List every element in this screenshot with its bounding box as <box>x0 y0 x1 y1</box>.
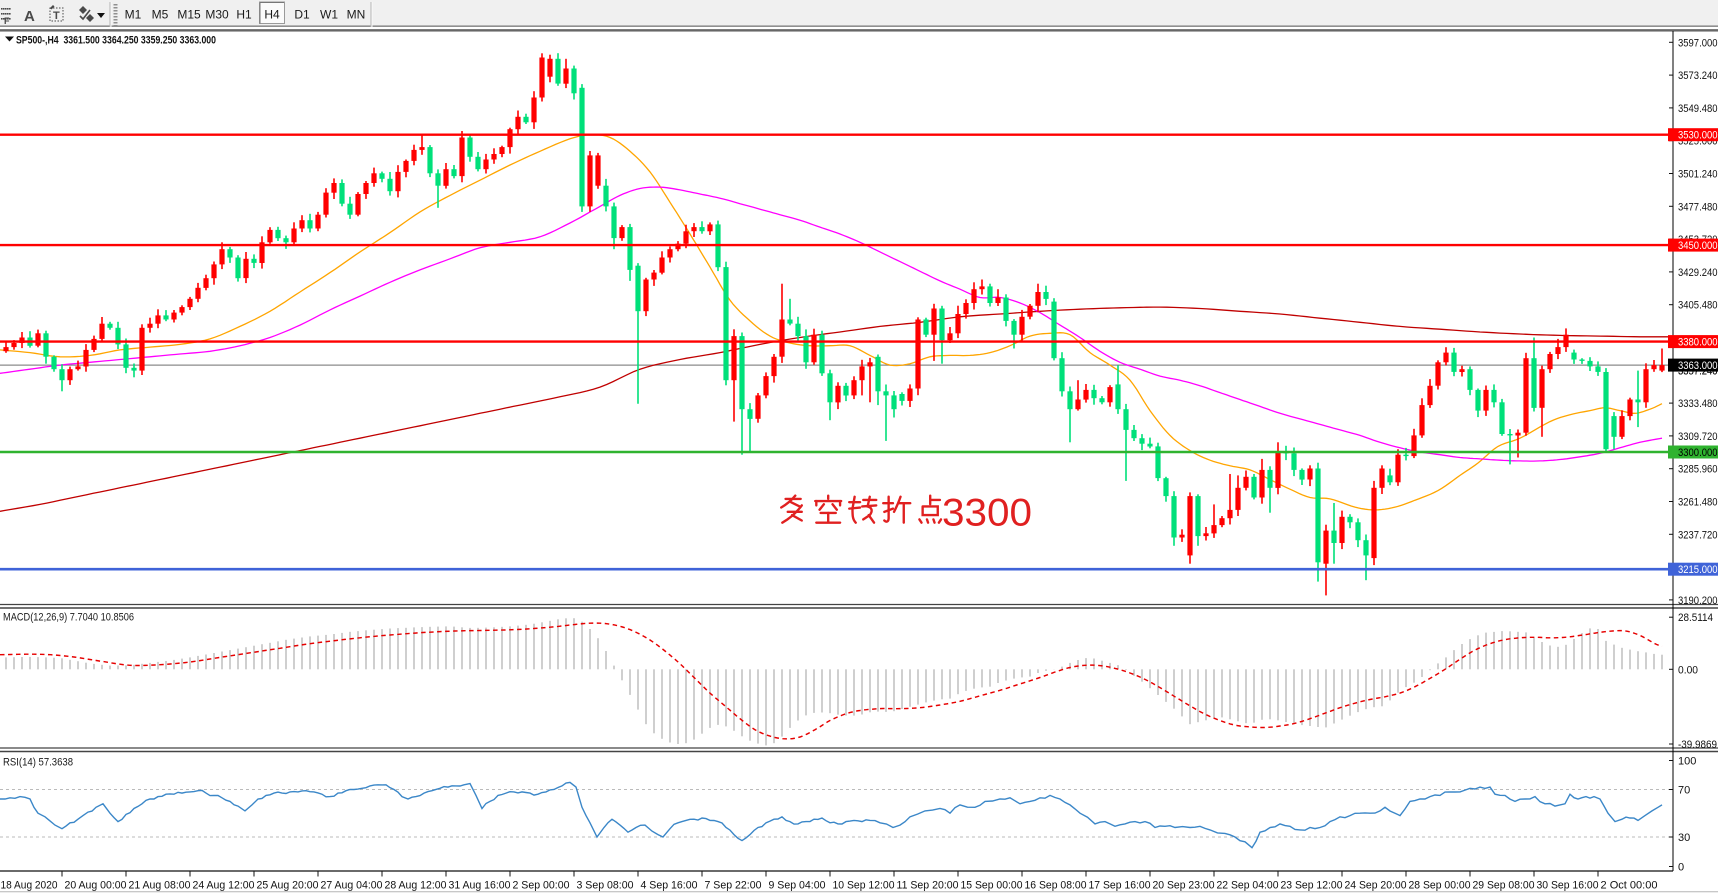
svg-text:70: 70 <box>1678 785 1690 797</box>
svg-text:3549.480: 3549.480 <box>1678 103 1718 115</box>
svg-text:4 Sep 16:00: 4 Sep 16:00 <box>641 880 698 892</box>
svg-text:23 Sep 12:00: 23 Sep 12:00 <box>1281 880 1343 892</box>
svg-text:MACD(12,26,9) 7.7040 10.8506: MACD(12,26,9) 7.7040 10.8506 <box>3 612 134 624</box>
svg-text:20 Sep 23:00: 20 Sep 23:00 <box>1153 880 1215 892</box>
svg-text:M30: M30 <box>205 8 229 22</box>
svg-text:3 Sep 08:00: 3 Sep 08:00 <box>577 880 634 892</box>
svg-text:31 Aug 16:00: 31 Aug 16:00 <box>449 880 511 892</box>
svg-text:16 Sep 08:00: 16 Sep 08:00 <box>1025 880 1087 892</box>
svg-text:W1: W1 <box>320 8 338 22</box>
svg-text:3261.480: 3261.480 <box>1678 497 1718 509</box>
svg-text:D1: D1 <box>294 8 310 22</box>
svg-text:3309.720: 3309.720 <box>1678 431 1718 443</box>
svg-text:3530.000: 3530.000 <box>1678 130 1718 142</box>
svg-text:7 Sep 22:00: 7 Sep 22:00 <box>705 880 762 892</box>
svg-text:22 Sep 04:00: 22 Sep 04:00 <box>1217 880 1279 892</box>
svg-text:RSI(14) 57.3638: RSI(14) 57.3638 <box>3 757 73 769</box>
svg-text:3450.000: 3450.000 <box>1678 240 1718 252</box>
svg-text:9 Sep 04:00: 9 Sep 04:00 <box>769 880 826 892</box>
svg-text:10 Sep 12:00: 10 Sep 12:00 <box>833 880 895 892</box>
svg-text:3190.200: 3190.200 <box>1678 595 1718 607</box>
svg-text:28 Aug 12:00: 28 Aug 12:00 <box>385 880 447 892</box>
svg-text:2 Sep 00:00: 2 Sep 00:00 <box>513 880 570 892</box>
svg-text:3380.000: 3380.000 <box>1678 337 1718 349</box>
svg-text:25 Aug 20:00: 25 Aug 20:00 <box>257 880 319 892</box>
svg-text:24 Aug 12:00: 24 Aug 12:00 <box>193 880 255 892</box>
svg-text:28 Sep 00:00: 28 Sep 00:00 <box>1409 880 1471 892</box>
svg-text:30 Sep 16:00: 30 Sep 16:00 <box>1537 880 1599 892</box>
svg-text:0: 0 <box>1678 862 1684 874</box>
svg-text:2 Oct 00:00: 2 Oct 00:00 <box>1601 880 1658 892</box>
svg-text:M5: M5 <box>152 8 169 22</box>
svg-text:3429.240: 3429.240 <box>1678 267 1718 279</box>
svg-text:3405.480: 3405.480 <box>1678 300 1718 312</box>
svg-text:15 Sep 00:00: 15 Sep 00:00 <box>961 880 1023 892</box>
svg-text:29 Sep 08:00: 29 Sep 08:00 <box>1473 880 1535 892</box>
svg-text:20 Aug 00:00: 20 Aug 00:00 <box>65 880 127 892</box>
svg-text:MN: MN <box>347 8 366 22</box>
svg-text:3237.720: 3237.720 <box>1678 529 1718 541</box>
svg-text:11 Sep 20:00: 11 Sep 20:00 <box>897 880 959 892</box>
svg-text:3300.000: 3300.000 <box>1678 447 1718 459</box>
svg-text:3215.000: 3215.000 <box>1678 564 1718 576</box>
svg-text:-39.9869: -39.9869 <box>1678 739 1717 751</box>
svg-text:T: T <box>53 10 60 22</box>
svg-text:H1: H1 <box>236 8 252 22</box>
svg-text:3363.000: 3363.000 <box>1678 360 1718 372</box>
svg-text:28.5114: 28.5114 <box>1678 612 1713 624</box>
svg-text:27 Aug 04:00: 27 Aug 04:00 <box>321 880 383 892</box>
svg-text:100: 100 <box>1678 756 1696 768</box>
svg-text:21 Aug 08:00: 21 Aug 08:00 <box>129 880 191 892</box>
svg-text:3501.240: 3501.240 <box>1678 169 1718 181</box>
svg-text:M15: M15 <box>177 8 201 22</box>
svg-text:3300: 3300 <box>942 492 1032 535</box>
svg-text:3597.000: 3597.000 <box>1678 37 1718 49</box>
svg-text:0.00: 0.00 <box>1678 664 1698 676</box>
svg-text:A: A <box>24 8 35 25</box>
svg-text:24 Sep 20:00: 24 Sep 20:00 <box>1345 880 1407 892</box>
svg-text:F: F <box>4 16 10 26</box>
svg-text:3285.960: 3285.960 <box>1678 464 1718 476</box>
svg-text:3573.240: 3573.240 <box>1678 70 1718 82</box>
svg-text:3333.480: 3333.480 <box>1678 398 1718 410</box>
svg-text:18 Aug 2020: 18 Aug 2020 <box>1 880 58 892</box>
svg-text:M1: M1 <box>125 8 142 22</box>
svg-text:3477.480: 3477.480 <box>1678 201 1718 213</box>
svg-text:H4: H4 <box>264 8 280 22</box>
svg-text:30: 30 <box>1678 832 1690 844</box>
svg-text:SP500-,H4 3361.500 3364.250 3: SP500-,H4 3361.500 3364.250 3359.250 336… <box>16 35 216 47</box>
svg-text:17 Sep 16:00: 17 Sep 16:00 <box>1089 880 1151 892</box>
